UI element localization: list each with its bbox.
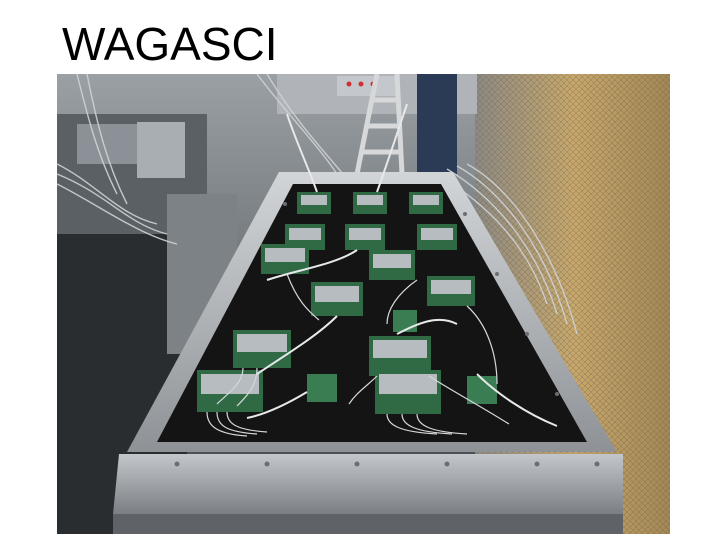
detector-photo — [57, 74, 670, 534]
board-row-3 — [261, 244, 475, 306]
readout-boards — [197, 192, 497, 414]
slide-title: WAGASCI — [62, 18, 278, 70]
board-row-5 — [197, 310, 497, 414]
frame-front — [113, 454, 623, 514]
ribbon-cables — [206, 273, 510, 437]
person — [417, 74, 457, 174]
board-row-1 — [297, 192, 443, 214]
signal-cables — [246, 103, 558, 427]
board-row-4 — [233, 282, 431, 376]
board-row-2 — [285, 224, 457, 250]
background-cables — [57, 74, 578, 335]
